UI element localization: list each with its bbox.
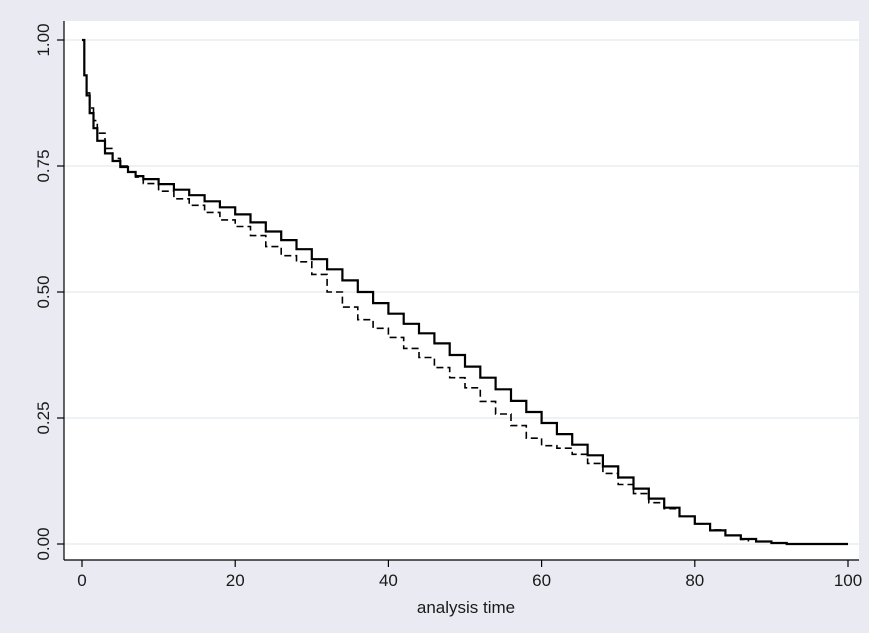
y-tick-label-2: 0.50 (34, 275, 53, 308)
plot-area (64, 21, 859, 560)
grid-lines (64, 39, 859, 545)
x-tick-label-2: 40 (379, 571, 398, 590)
y-tick-label-1: 0.25 (34, 401, 53, 434)
x-tick-label-0: 0 (77, 571, 86, 590)
series-layer (82, 38, 848, 546)
series-line-dashed (82, 39, 750, 542)
y-tick-label-4: 1.00 (34, 23, 53, 56)
tick-labels: 0.00 0.25 0.50 0.75 1.00 0 20 40 60 80 100 (34, 23, 862, 590)
axes (57, 21, 859, 567)
x-tick-label-1: 20 (226, 571, 245, 590)
x-axis-title: analysis time (417, 598, 515, 617)
y-tick-label-0: 0.00 (34, 527, 53, 560)
x-tick-label-3: 60 (532, 571, 551, 590)
y-tick-label-3: 0.75 (34, 149, 53, 182)
x-tick-label-4: 80 (685, 571, 704, 590)
x-tick-label-5: 100 (834, 571, 862, 590)
